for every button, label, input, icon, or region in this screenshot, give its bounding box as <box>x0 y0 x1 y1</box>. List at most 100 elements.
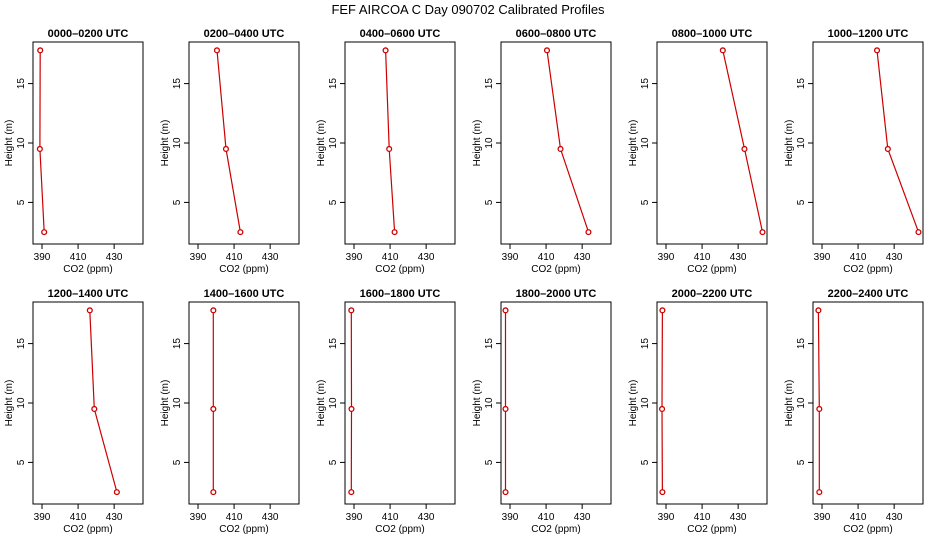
x-tick-label: 430 <box>106 252 123 263</box>
data-point <box>545 48 550 53</box>
y-tick-label: 10 <box>328 397 339 409</box>
panel-title: 1800–2000 UTC <box>516 288 597 300</box>
profile-line <box>40 50 44 232</box>
y-tick-label: 15 <box>796 78 807 90</box>
y-tick-label: 15 <box>640 78 651 90</box>
panel-title: 2200–2400 UTC <box>828 288 909 300</box>
y-axis-label: Height (m) <box>628 380 639 427</box>
y-tick-label: 5 <box>172 459 183 465</box>
x-tick-label: 410 <box>382 252 399 263</box>
y-axis-label: Height (m) <box>784 120 795 167</box>
x-tick-label: 410 <box>226 512 243 523</box>
y-tick-label: 10 <box>16 137 27 149</box>
y-tick-label: 10 <box>796 137 807 149</box>
x-tick-label: 430 <box>418 512 435 523</box>
profile-line <box>723 50 763 232</box>
y-axis-label: Height (m) <box>4 380 15 427</box>
panel-title: 0600–0800 UTC <box>516 28 597 40</box>
y-tick-label: 15 <box>484 78 495 90</box>
y-tick-label: 5 <box>484 459 495 465</box>
x-tick-label: 430 <box>106 512 123 523</box>
plot-frame <box>33 42 143 244</box>
profile-line <box>818 310 819 492</box>
profile-line <box>90 310 117 492</box>
data-point <box>392 230 397 235</box>
data-point <box>660 490 665 495</box>
y-tick-label: 5 <box>640 199 651 205</box>
data-point <box>817 407 822 412</box>
x-tick-label: 390 <box>346 252 363 263</box>
y-tick-label: 5 <box>328 199 339 205</box>
figure-title: FEF AIRCOA C Day 090702 Calibrated Profi… <box>0 2 936 17</box>
x-tick-label: 410 <box>694 252 711 263</box>
profile-line <box>217 50 240 232</box>
x-tick-label: 390 <box>190 512 207 523</box>
data-point <box>349 407 354 412</box>
y-tick-label: 15 <box>484 338 495 350</box>
y-axis-label: Height (m) <box>4 120 15 167</box>
x-tick-label: 390 <box>814 252 831 263</box>
data-point <box>503 490 508 495</box>
data-point <box>238 230 243 235</box>
y-tick-label: 5 <box>640 459 651 465</box>
x-tick-label: 410 <box>538 252 555 263</box>
profile-line <box>547 50 589 232</box>
panel-title: 0000–0200 UTC <box>48 28 129 40</box>
data-point <box>742 147 747 152</box>
x-tick-label: 430 <box>262 252 279 263</box>
y-tick-label: 10 <box>640 397 651 409</box>
x-tick-label: 390 <box>658 252 675 263</box>
x-tick-label: 410 <box>850 252 867 263</box>
plot-frame <box>657 302 767 504</box>
data-point <box>387 147 392 152</box>
y-tick-label: 10 <box>484 137 495 149</box>
y-tick-label: 5 <box>16 199 27 205</box>
plot-frame <box>501 42 611 244</box>
plot-frame <box>33 302 143 504</box>
data-point <box>875 48 880 53</box>
plot-frame <box>813 42 923 244</box>
y-tick-label: 5 <box>16 459 27 465</box>
y-tick-label: 15 <box>172 78 183 90</box>
y-tick-label: 5 <box>172 199 183 205</box>
plot-frame <box>345 302 455 504</box>
x-axis-label: CO2 (ppm) <box>531 264 580 275</box>
y-tick-label: 5 <box>328 459 339 465</box>
data-point <box>383 48 388 53</box>
data-point <box>817 490 822 495</box>
y-axis-label: Height (m) <box>316 380 327 427</box>
x-tick-label: 390 <box>190 252 207 263</box>
panel-title: 0200–0400 UTC <box>204 28 285 40</box>
data-point <box>349 308 354 313</box>
data-point <box>503 407 508 412</box>
x-tick-label: 410 <box>70 252 87 263</box>
panel-title: 2000–2200 UTC <box>672 288 753 300</box>
data-point <box>349 490 354 495</box>
y-axis-label: Height (m) <box>628 120 639 167</box>
data-point <box>87 308 92 313</box>
x-axis-label: CO2 (ppm) <box>375 524 424 535</box>
data-point <box>42 230 47 235</box>
y-axis-label: Height (m) <box>472 380 483 427</box>
y-tick-label: 10 <box>640 137 651 149</box>
y-axis-label: Height (m) <box>160 380 171 427</box>
y-tick-label: 10 <box>16 397 27 409</box>
data-point <box>916 230 921 235</box>
x-axis-label: CO2 (ppm) <box>687 264 736 275</box>
panel-title: 1200–1400 UTC <box>48 288 129 300</box>
y-tick-label: 15 <box>796 338 807 350</box>
data-point <box>37 147 42 152</box>
x-tick-label: 390 <box>658 512 675 523</box>
x-tick-label: 390 <box>34 512 51 523</box>
x-axis-label: CO2 (ppm) <box>375 264 424 275</box>
data-point <box>885 147 890 152</box>
x-axis-label: CO2 (ppm) <box>219 264 268 275</box>
data-point <box>720 48 725 53</box>
